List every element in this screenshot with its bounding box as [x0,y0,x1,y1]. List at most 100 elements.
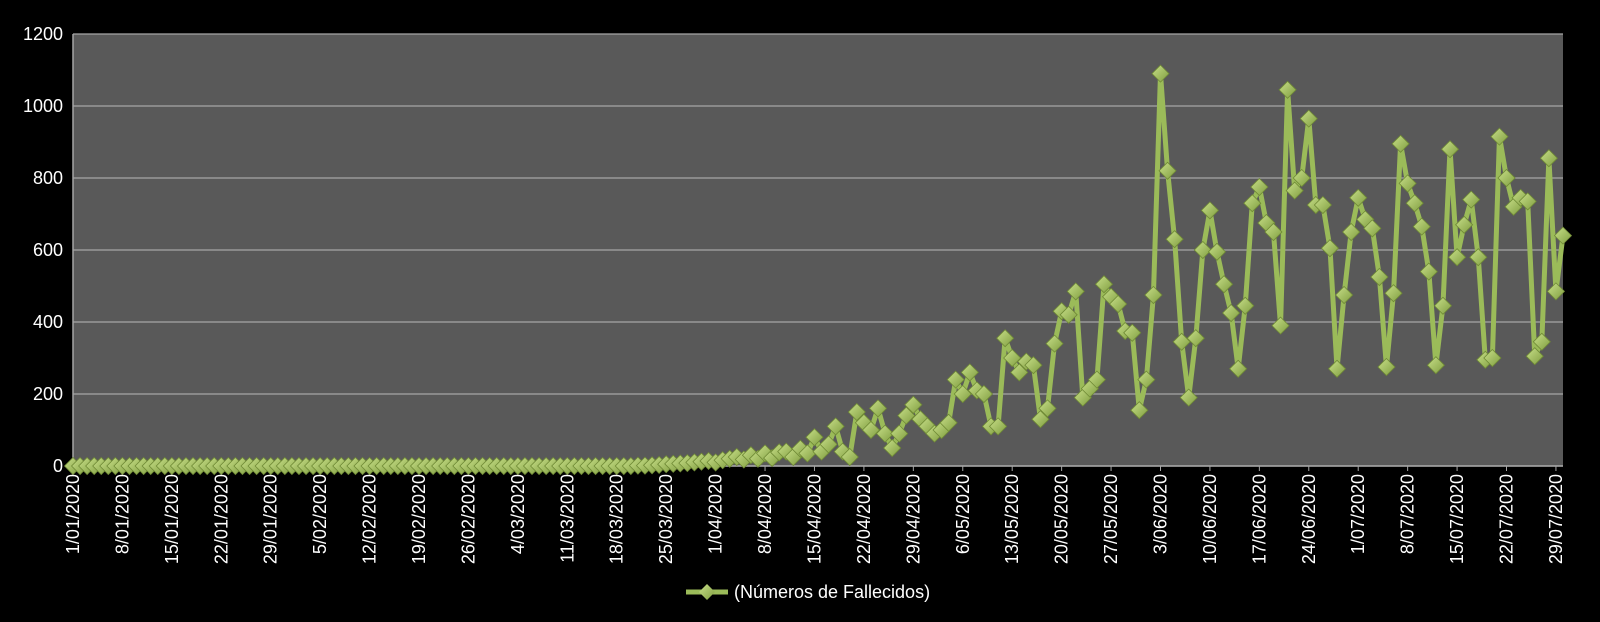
data-point-marker [1419,262,1438,281]
data-point-marker [1462,190,1481,209]
data-point-marker [1412,217,1431,236]
data-point-marker [1497,168,1516,188]
y-tick-label: 600 [33,240,63,260]
data-point-marker [1299,109,1318,128]
y-tick-label: 0 [53,456,63,476]
x-tick-label: 8/01/2020 [112,474,132,554]
data-point-marker [1553,226,1573,245]
data-point-marker [826,417,845,436]
y-tick-label: 400 [33,312,63,332]
data-point-marker [1490,127,1509,146]
data-point-marker [1426,356,1445,375]
data-point-marker [1222,303,1241,323]
data-point-marker [1278,80,1297,99]
data-point-marker [876,424,895,443]
data-point-marker [1292,168,1311,188]
x-tick-label: 29/07/2020 [1546,474,1566,564]
x-tick-label: 8/04/2020 [755,474,775,554]
data-point-marker [798,444,817,463]
data-point-marker [1546,282,1566,301]
data-point-marker [1031,410,1050,429]
series-layer [63,64,1573,476]
data-point-marker [1087,370,1106,389]
data-point-marker [1285,181,1304,200]
data-point-marker [883,438,902,458]
data-point-marker [1440,140,1460,159]
x-tick-label: 18/03/2020 [607,474,627,564]
data-point-marker [819,435,838,454]
data-point-marker [1335,285,1354,305]
data-point-marker [890,424,909,443]
data-point-marker [1066,282,1085,301]
x-tick-label: 10/06/2020 [1200,474,1220,564]
x-tick-label: 4/03/2020 [508,474,528,554]
data-point-marker [1405,194,1424,213]
data-point-marker [1214,275,1234,294]
data-point-marker [1193,240,1212,260]
data-point-marker [953,384,972,404]
x-axis-tick-labels: 1/01/2020 8/01/2020 15/01/2020 22/01/2020 29… [63,474,1566,564]
data-point-marker [1448,248,1467,267]
data-point-marker [1539,149,1558,168]
data-point-marker [1243,194,1262,213]
x-tick-label: 11/03/2020 [557,474,577,563]
data-point-marker [1532,332,1551,351]
data-point-marker [1038,399,1057,418]
y-axis-tick-labels: 0 200 400 600 800 1000 1200 [23,24,63,476]
x-tick-label: 15/07/2020 [1447,474,1467,564]
x-tick-label: 1/04/2020 [706,474,726,554]
x-tick-label: 22/01/2020 [211,474,231,564]
data-point-marker [1003,348,1022,368]
data-point-marker [960,363,979,382]
data-point-marker [1250,177,1269,197]
data-point-marker [1010,363,1029,382]
y-tick-label: 800 [33,168,63,188]
data-point-marker [1172,332,1191,351]
data-point-marker [1144,285,1163,305]
data-point-marker [1236,296,1255,315]
x-tick-label: 29/04/2020 [903,474,923,564]
data-point-marker [1200,201,1219,220]
data-point-marker [996,329,1015,348]
x-tick-label: 15/04/2020 [804,474,824,564]
data-point-marker [1271,316,1290,335]
legend-label: (Números de Fallecidos) [734,582,930,602]
data-point-marker [847,402,866,422]
y-tick-label: 200 [33,384,63,404]
legend-marker [699,584,715,600]
data-point-marker [1059,305,1078,324]
x-tick-label: 20/05/2020 [1052,474,1072,564]
data-point-marker [1207,242,1227,261]
data-point-marker [805,428,824,447]
data-point-marker [1137,370,1156,389]
data-point-marker [1109,294,1128,314]
data-point-marker [1370,267,1389,287]
data-point-marker [1229,359,1248,378]
data-point-marker [840,447,859,467]
data-point-marker [1264,222,1283,242]
y-tick-label: 1200 [23,24,63,44]
data-point-marker [897,406,916,425]
data-point-marker [1398,174,1417,193]
data-point-marker [1433,296,1453,315]
x-tick-label: 6/05/2020 [953,474,973,554]
x-tick-label: 25/03/2020 [656,474,676,564]
x-tick-label: 3/06/2020 [1150,474,1170,554]
data-point-marker [1179,388,1198,407]
x-tick-label: 8/07/2020 [1398,474,1418,554]
data-point-marker [1313,195,1332,215]
data-point-marker [1320,239,1340,258]
data-point-marker [1045,334,1064,353]
data-point-marker [1377,357,1396,377]
data-point-marker [861,420,881,440]
data-point-marker [1024,356,1043,375]
data-point-marker [1130,401,1149,420]
data-point-marker [1525,347,1544,366]
x-tick-label: 17/06/2020 [1249,474,1269,564]
data-point-marker [989,417,1008,436]
data-point-marker [1342,222,1361,242]
data-point-marker [939,413,958,432]
data-point-marker [1158,161,1177,180]
